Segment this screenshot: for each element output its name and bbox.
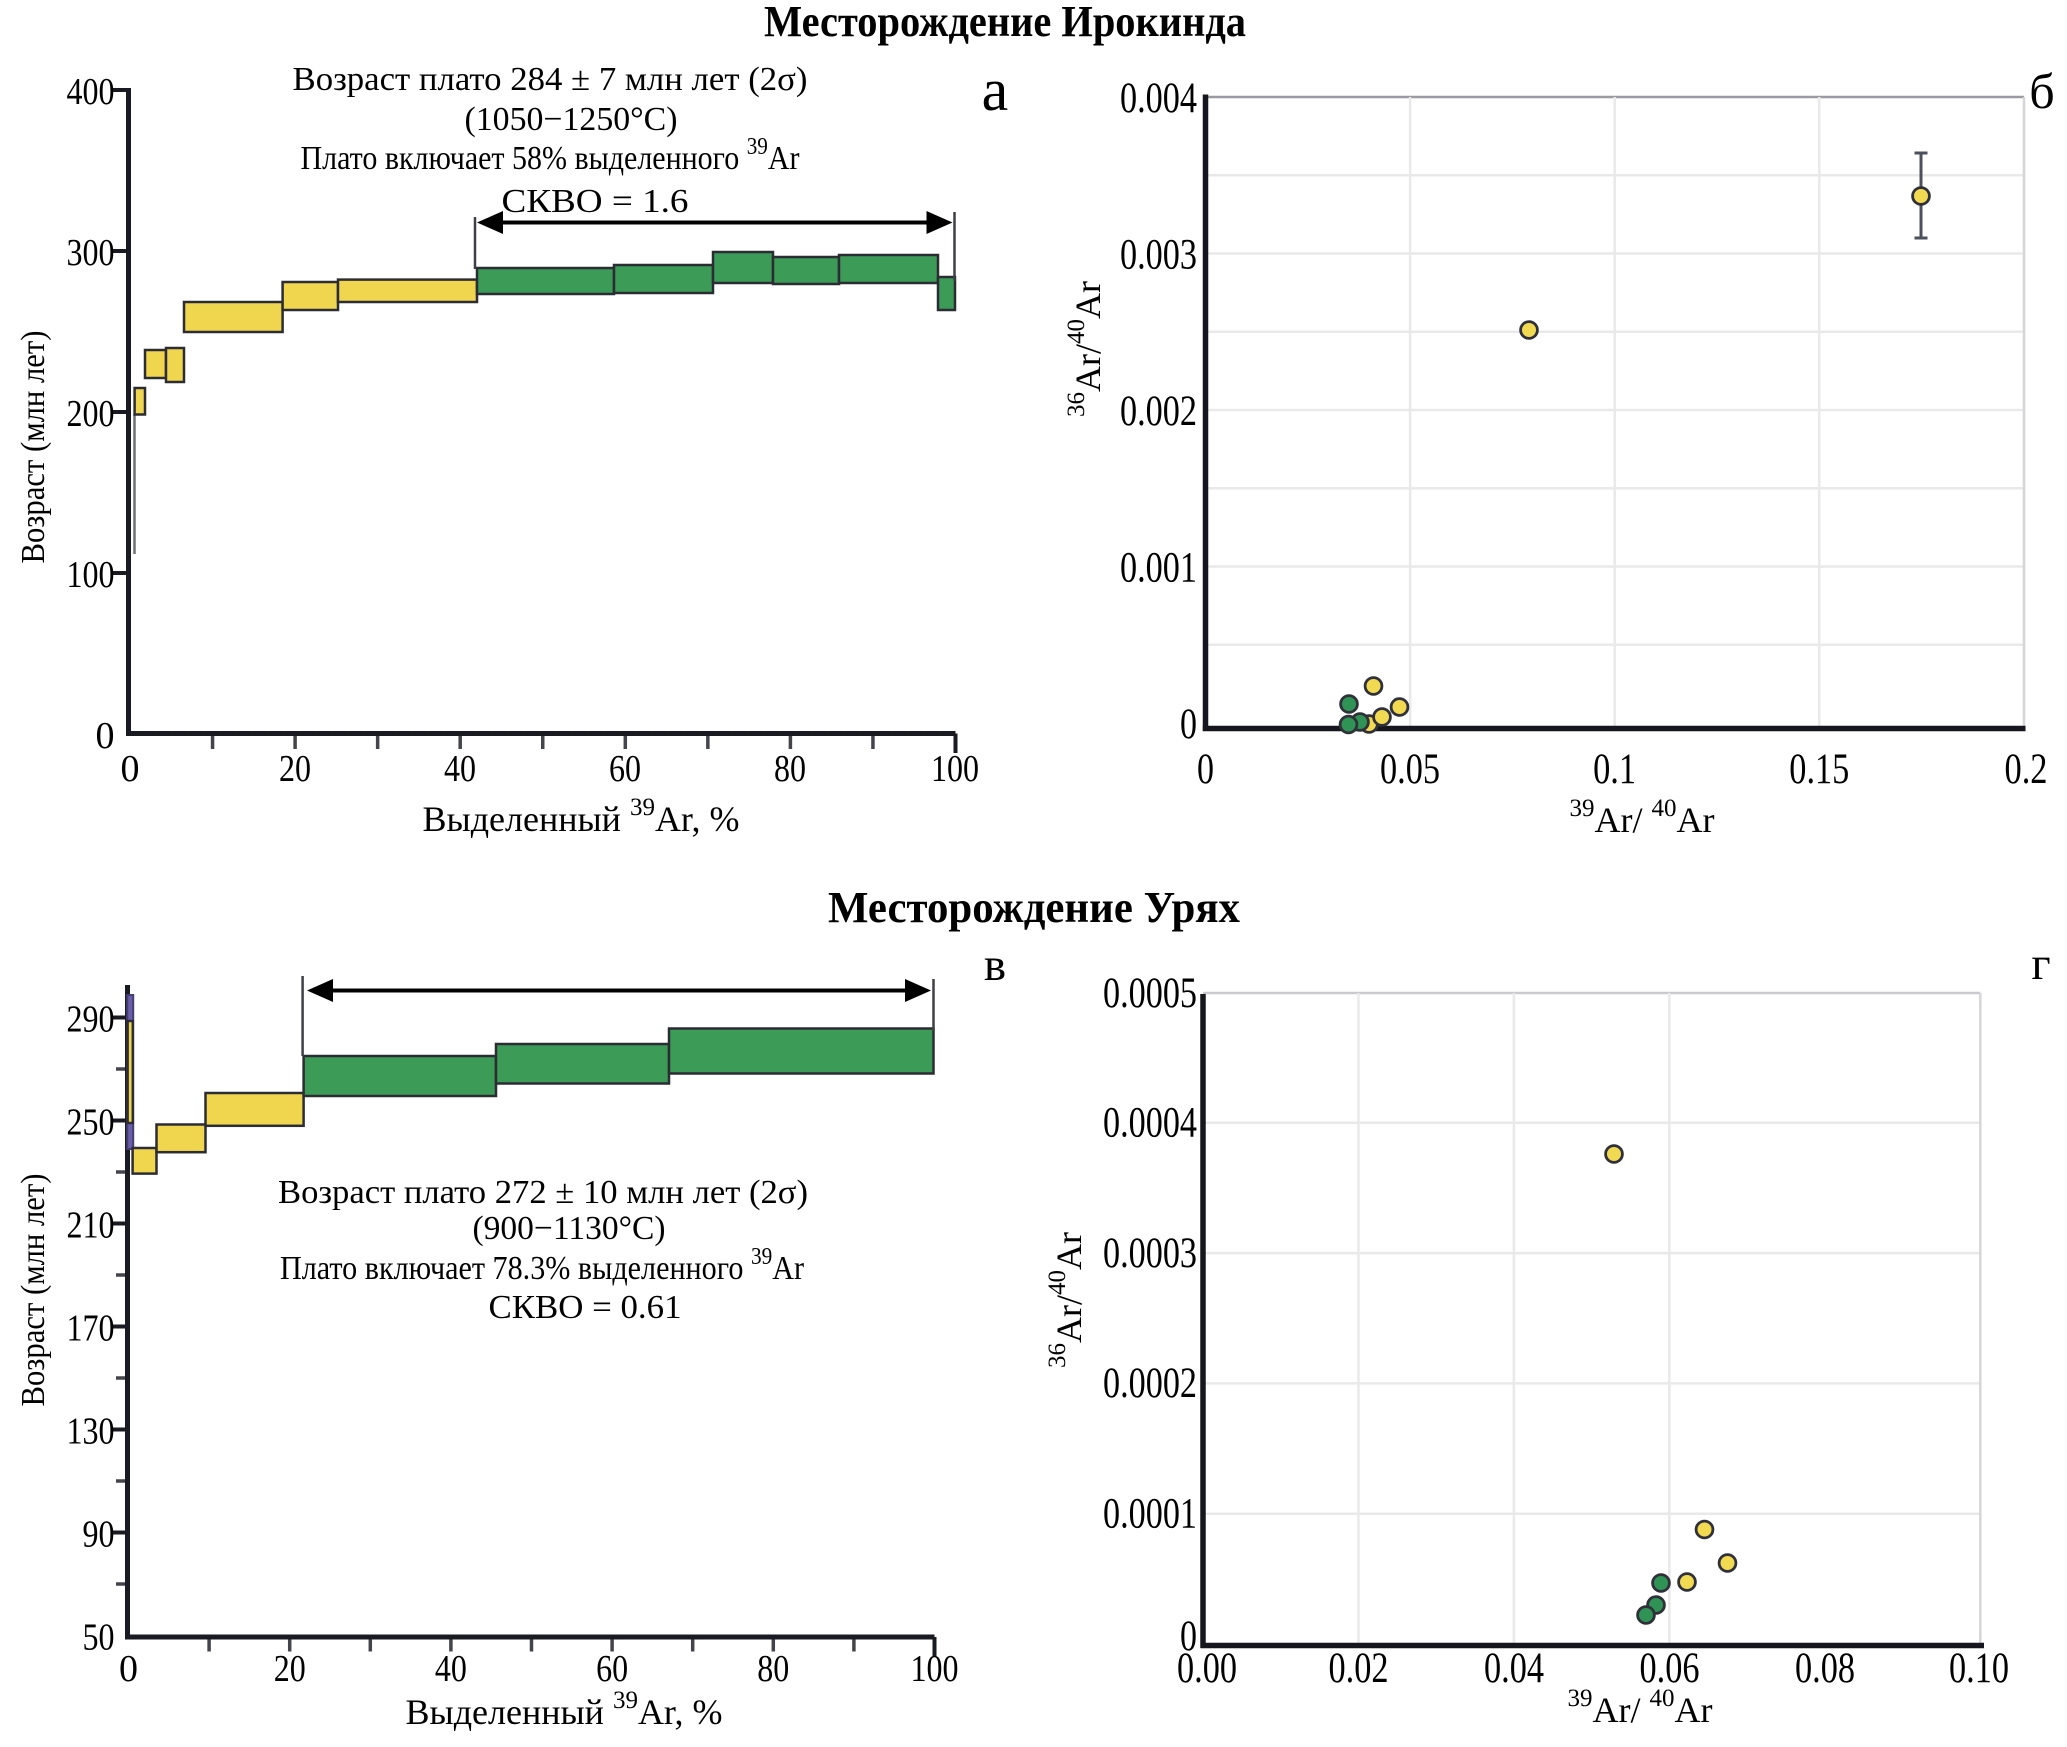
svg-text:290: 290: [67, 999, 115, 1041]
svg-text:0.2: 0.2: [2005, 746, 2048, 793]
svg-text:0.0002: 0.0002: [1103, 1360, 1197, 1407]
svg-text:0.00: 0.00: [1177, 1645, 1237, 1692]
svg-text:0.04: 0.04: [1484, 1645, 1544, 1692]
svg-text:20: 20: [279, 748, 311, 790]
svg-text:0.1: 0.1: [1593, 746, 1636, 793]
svg-text:60: 60: [596, 1648, 628, 1690]
svg-text:210: 210: [67, 1205, 115, 1247]
svg-text:80: 80: [774, 748, 806, 790]
svg-text:Возраст плато 284 ± 7 млн лет: Возраст плато 284 ± 7 млн лет (2σ): [293, 61, 808, 98]
svg-text:0.002: 0.002: [1120, 388, 1197, 435]
svg-text:0.0001: 0.0001: [1103, 1491, 1197, 1538]
svg-text:0.05: 0.05: [1380, 746, 1440, 793]
svg-text:а: а: [982, 57, 1009, 123]
svg-text:Плато включает 58% выделенного: Плато включает 58% выделенного 39​Ar: [301, 134, 801, 177]
svg-text:Месторождение Ирокинда: Месторождение Ирокинда: [764, 0, 1246, 46]
svg-text:200: 200: [67, 393, 115, 435]
svg-text:0.10: 0.10: [1949, 1645, 2009, 1692]
svg-text:0: 0: [1197, 746, 1214, 793]
svg-text:36​Ar/40​Ar: 36​Ar/40​Ar: [1044, 1232, 1089, 1368]
svg-text:Выделенный 39​Ar, %: Выделенный 39​Ar, %: [406, 1687, 723, 1732]
svg-text:Возраст (млн лет): Возраст (млн лет): [15, 1174, 52, 1407]
svg-text:80: 80: [757, 1648, 789, 1690]
svg-text:39​Ar/ 40​Ar: 39​Ar/ 40​Ar: [1568, 1685, 1713, 1730]
svg-text:(900−1130°C): (900−1130°C): [473, 1210, 666, 1247]
svg-text:0.0005: 0.0005: [1103, 970, 1197, 1017]
svg-text:0.0003: 0.0003: [1103, 1230, 1197, 1277]
svg-text:250: 250: [67, 1102, 115, 1144]
svg-text:40: 40: [444, 748, 476, 790]
svg-text:СКВО = 1.6: СКВО = 1.6: [502, 183, 689, 220]
svg-text:60: 60: [609, 748, 641, 790]
svg-text:400: 400: [67, 71, 115, 113]
svg-text:0: 0: [119, 1648, 138, 1690]
svg-text:0: 0: [96, 715, 115, 757]
svg-text:20: 20: [274, 1648, 306, 1690]
svg-text:0.003: 0.003: [1120, 232, 1197, 279]
svg-text:Выделенный 39​Ar, %: Выделенный 39​Ar, %: [423, 794, 740, 839]
svg-text:Месторождение Урях: Месторождение Урях: [828, 883, 1240, 932]
svg-text:0: 0: [121, 748, 140, 790]
svg-text:0.15: 0.15: [1789, 746, 1849, 793]
svg-text:г: г: [2031, 938, 2050, 990]
svg-text:90: 90: [83, 1514, 115, 1556]
svg-text:0: 0: [1180, 701, 1197, 748]
svg-text:0.08: 0.08: [1795, 1645, 1855, 1692]
svg-text:130: 130: [67, 1411, 115, 1453]
svg-text:300: 300: [67, 232, 115, 274]
svg-text:170: 170: [67, 1308, 115, 1350]
svg-text:0.02: 0.02: [1329, 1645, 1389, 1692]
svg-text:100: 100: [67, 554, 115, 596]
svg-text:0.06: 0.06: [1640, 1645, 1700, 1692]
svg-text:39​Ar/ 40​Ar: 39​Ar/ 40​Ar: [1570, 795, 1715, 840]
svg-text:0.004: 0.004: [1120, 75, 1197, 122]
svg-text:100: 100: [931, 748, 979, 790]
svg-text:СКВО = 0.61: СКВО = 0.61: [489, 1289, 682, 1326]
svg-text:Возраст (млн лет): Возраст (млн лет): [15, 331, 52, 564]
svg-text:100: 100: [911, 1648, 959, 1690]
svg-text:0: 0: [1180, 1613, 1197, 1660]
svg-text:0.001: 0.001: [1120, 545, 1197, 592]
svg-text:Плато включает 78.3% выделенно: Плато включает 78.3% выделенного 39​Ar: [280, 1244, 805, 1287]
svg-text:36​Ar/40​Ar: 36​Ar/40​Ar: [1063, 281, 1108, 417]
svg-text:б: б: [2029, 63, 2054, 119]
svg-text:50: 50: [83, 1617, 115, 1659]
svg-text:в: в: [984, 939, 1006, 991]
svg-text:0.0004: 0.0004: [1103, 1099, 1197, 1146]
svg-text:Возраст плато 272 ± 10 млн лет: Возраст плато 272 ± 10 млн лет (2σ): [278, 1174, 808, 1211]
svg-text:40: 40: [435, 1648, 467, 1690]
svg-text:(1050−1250°C): (1050−1250°C): [465, 101, 678, 138]
